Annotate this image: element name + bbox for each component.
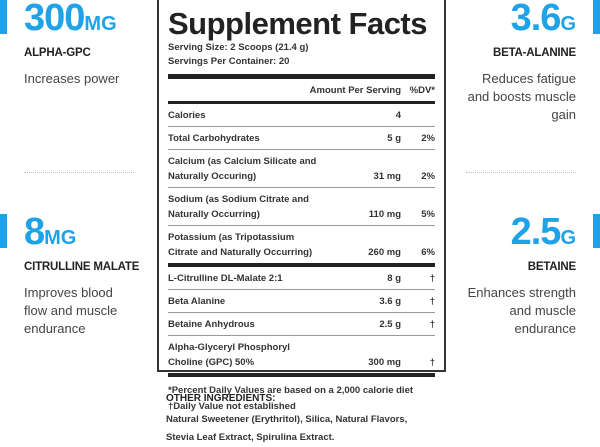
nutrient-amount: 8 g bbox=[387, 273, 401, 284]
feature-citrulline: 8MG CITRULLINE MALATE Improves blood flo… bbox=[24, 211, 164, 338]
nutrient-dv: † bbox=[429, 357, 435, 368]
table-row: Beta Alanine 3.6 g † bbox=[168, 290, 435, 313]
table-row: Alpha-Glyceryl Phosphoryl Choline (GPC) … bbox=[168, 336, 435, 377]
nutrient-amount: 5 g bbox=[387, 133, 401, 144]
label-title: Supplement Facts bbox=[168, 6, 428, 41]
feature-desc: Enhances strength and muscle endurance bbox=[467, 285, 576, 336]
table-row: Calcium (as Calcium Silicate and Natural… bbox=[168, 150, 435, 188]
feature-desc: Increases power bbox=[24, 71, 120, 86]
nutrient-name: Betaine Anhydrous bbox=[168, 319, 255, 330]
feature-name: ALPHA-GPC bbox=[24, 47, 91, 59]
table-row: Betaine Anhydrous 2.5 g † bbox=[168, 313, 435, 336]
servings-per-container: Servings Per Container: 20 bbox=[168, 56, 290, 67]
divider bbox=[24, 172, 134, 173]
nutrient-amount: 260 mg bbox=[368, 247, 401, 258]
nutrient-amount: 110 mg bbox=[368, 209, 401, 220]
nutrient-dv: 6% bbox=[421, 247, 435, 258]
table-row: Potassium (as Tripotassium Citrate and N… bbox=[168, 226, 435, 267]
feature-name: BETAINE bbox=[527, 261, 576, 273]
nutrient-name: Alpha-Glyceryl Phosphoryl Choline (GPC) … bbox=[168, 342, 290, 368]
divider bbox=[168, 74, 435, 79]
header-dv: %DV* bbox=[409, 85, 435, 96]
nutrient-name: Potassium (as Tripotassium Citrate and N… bbox=[168, 232, 313, 258]
nutrient-amount: 31 mg bbox=[373, 171, 401, 182]
serving-size: Serving Size: 2 Scoops (21.4 g) bbox=[168, 42, 309, 53]
footnote: †Daily Value not established bbox=[168, 401, 296, 412]
feature-betaine: 2.5G BETAINE Enhances strength and muscl… bbox=[436, 211, 577, 338]
table-row: L-Citrulline DL-Malate 2:1 8 g † bbox=[168, 267, 435, 290]
nutrient-amount: 4 bbox=[395, 110, 401, 121]
nutrient-dv: † bbox=[429, 273, 435, 284]
nutrient-name: L-Citrulline DL-Malate 2:1 bbox=[168, 273, 283, 284]
other-ingredients: OTHER INGREDIENTS: Natural Sweetener (Er… bbox=[166, 390, 407, 447]
accent-bar bbox=[0, 214, 7, 248]
other-ingredients-text: Stevia Leaf Extract, Spirulina Extract. bbox=[166, 432, 335, 443]
feature-beta-alanine: 3.6G BETA-ALANINE Reduces fatigue and bo… bbox=[436, 0, 577, 124]
feature-name: CITRULLINE MALATE bbox=[24, 261, 140, 273]
accent-bar bbox=[0, 0, 7, 34]
table-row: Total Carbohydrates 5 g 2% bbox=[168, 127, 435, 150]
table-header: Amount Per Serving %DV* bbox=[168, 79, 435, 104]
nutrient-dv: † bbox=[429, 319, 435, 330]
accent-bar bbox=[593, 0, 600, 34]
table-row: Sodium (as Sodium Citrate and Naturally … bbox=[168, 188, 435, 226]
other-ingredients-text: Natural Sweetener (Erythritol), Silica, … bbox=[166, 414, 408, 425]
table-row: Calories 4 bbox=[168, 104, 435, 127]
nutrient-name: Calories bbox=[168, 110, 206, 121]
feature-amount: 3.6G bbox=[510, 0, 576, 39]
nutrient-amount: 3.6 g bbox=[379, 296, 401, 307]
feature-amount: 300MG bbox=[24, 0, 117, 39]
feature-alpha-gpc: 300MG ALPHA-GPC Increases power bbox=[24, 0, 164, 88]
footnote: *Percent Daily Values are based on a 2,0… bbox=[168, 385, 414, 396]
feature-name: BETA-ALANINE bbox=[493, 47, 576, 59]
nutrient-name: Calcium (as Calcium Silicate and Natural… bbox=[168, 156, 317, 182]
feature-desc: Reduces fatigue and boosts muscle gain bbox=[467, 71, 576, 122]
supplement-facts-label: Supplement Facts Serving Size: 2 Scoops … bbox=[157, 0, 446, 412]
feature-desc: Improves blood flow and muscle endurance bbox=[24, 285, 118, 336]
feature-amount: 8MG bbox=[24, 211, 77, 253]
other-ingredients-heading: OTHER INGREDIENTS: bbox=[166, 393, 276, 404]
feature-amount: 2.5G bbox=[510, 211, 576, 253]
header-amount: Amount Per Serving bbox=[309, 85, 401, 96]
nutrient-name: Sodium (as Sodium Citrate and Naturally … bbox=[168, 194, 309, 220]
nutrient-dv: 5% bbox=[421, 209, 435, 220]
nutrient-name: Total Carbohydrates bbox=[168, 133, 260, 144]
divider bbox=[466, 172, 576, 173]
nutrient-dv: 2% bbox=[421, 133, 435, 144]
nutrient-amount: 300 mg bbox=[368, 357, 401, 368]
nutrient-name: Beta Alanine bbox=[168, 296, 226, 307]
accent-bar bbox=[593, 214, 600, 248]
nutrient-dv: 2% bbox=[421, 171, 435, 182]
nutrient-dv: † bbox=[429, 296, 435, 307]
nutrient-amount: 2.5 g bbox=[379, 319, 401, 330]
